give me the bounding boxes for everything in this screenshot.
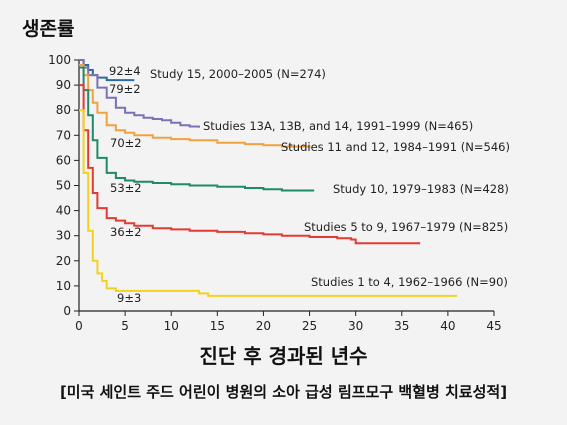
y-tick-label: 0 [63,304,71,318]
y-tick-label: 40 [56,204,71,218]
series-name-label: Study 10, 1979–1983 (N=428) [333,182,509,196]
series-labels: Study 15, 2000–2005 (N=274) 92±4 Studies 1… [109,64,510,305]
series-line-3 [79,64,311,148]
series-name-label: Studies 1 to 4, 1962–1966 (N=90) [311,275,508,289]
x-tick-label: 20 [256,319,271,333]
survival-rate-label: 70±2 [110,136,142,150]
y-tick-label: 30 [56,229,71,243]
x-tick-label: 0 [75,319,83,333]
x-tick-label: 15 [210,319,225,333]
x-axis-title: 진단 후 경과된 년수 [199,344,368,368]
series-line-6 [79,109,458,297]
x-tick-label: 25 [302,319,317,333]
y-tick-label: 60 [56,153,71,167]
series-name-label: Study 15, 2000–2005 (N=274) [150,67,326,81]
y-tick-label: 10 [56,279,71,293]
x-tick-label: 5 [121,319,129,333]
chart-axes: 0 5 10 15 20 25 30 35 40 45 0 10 20 30 40 50 60 70 80 90 100 [48,53,502,333]
series-line-4 [79,66,315,192]
survival-rate-label: 79±2 [109,82,141,96]
x-tick-label: 10 [164,319,179,333]
series-name-label: Studies 11 and 12, 1984–1991 (N=546) [281,140,510,154]
y-axis-title: 생존률 [22,18,75,40]
y-tick-label: 90 [56,78,71,92]
y-tick-label: 80 [56,103,71,117]
y-tick-label: 50 [56,179,71,193]
y-tick-label: 100 [48,53,71,67]
series-lines [79,59,458,297]
survival-rate-label: 53±2 [110,181,142,195]
y-tick-label: 20 [56,254,71,268]
series-line-2 [79,59,200,128]
x-tick-label: 45 [486,319,501,333]
series-line-5 [79,84,421,245]
chart-caption: [미국 세인트 주드 어린이 병원의 소아 급성 림프모구 백혈병 치료성적] [59,383,508,401]
series-name-label: Studies 5 to 9, 1967–1979 (N=825) [304,220,508,234]
survival-rate-label: 92±4 [109,64,141,78]
x-tick-label: 40 [440,319,455,333]
x-tick-label: 30 [348,319,363,333]
series-name-label: Studies 13A, 13B, and 14, 1991–1999 (N=4… [203,119,473,133]
y-tick-label: 70 [56,128,71,142]
survival-rate-label: 36±2 [110,225,142,239]
x-tick-label: 35 [394,319,409,333]
survival-rate-label: 9±3 [117,291,141,305]
